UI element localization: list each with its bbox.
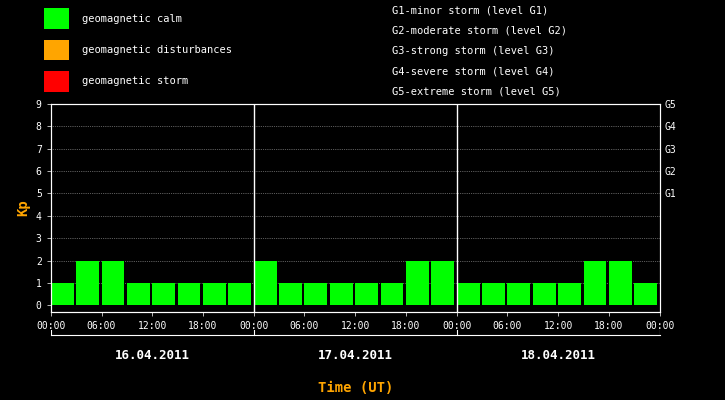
- Bar: [431, 260, 454, 305]
- Bar: [44, 40, 69, 60]
- Text: geomagnetic disturbances: geomagnetic disturbances: [82, 45, 232, 55]
- Bar: [304, 283, 327, 305]
- Bar: [76, 260, 99, 305]
- Bar: [533, 283, 555, 305]
- Bar: [584, 260, 606, 305]
- Bar: [254, 260, 276, 305]
- Text: G4-severe storm (level G4): G4-severe storm (level G4): [392, 66, 554, 76]
- Text: Time (UT): Time (UT): [318, 381, 393, 395]
- Bar: [228, 283, 251, 305]
- Text: G5-extreme storm (level G5): G5-extreme storm (level G5): [392, 86, 560, 96]
- Text: G2-moderate storm (level G2): G2-moderate storm (level G2): [392, 26, 566, 36]
- Bar: [178, 283, 200, 305]
- Bar: [102, 260, 124, 305]
- Bar: [558, 283, 581, 305]
- Y-axis label: Kp: Kp: [16, 200, 30, 216]
- Bar: [44, 71, 69, 92]
- Bar: [507, 283, 530, 305]
- Bar: [279, 283, 302, 305]
- Bar: [152, 283, 175, 305]
- Bar: [406, 260, 428, 305]
- Bar: [44, 8, 69, 29]
- Bar: [355, 283, 378, 305]
- Bar: [457, 283, 479, 305]
- Text: geomagnetic storm: geomagnetic storm: [82, 76, 188, 86]
- Bar: [634, 283, 657, 305]
- Bar: [51, 283, 74, 305]
- Bar: [203, 283, 225, 305]
- Text: G3-strong storm (level G3): G3-strong storm (level G3): [392, 46, 554, 56]
- Text: G1-minor storm (level G1): G1-minor storm (level G1): [392, 5, 548, 15]
- Text: geomagnetic calm: geomagnetic calm: [82, 14, 182, 24]
- Bar: [609, 260, 631, 305]
- Bar: [127, 283, 149, 305]
- Bar: [381, 283, 403, 305]
- Bar: [482, 283, 505, 305]
- Text: 18.04.2011: 18.04.2011: [521, 349, 596, 362]
- Text: 16.04.2011: 16.04.2011: [115, 349, 190, 362]
- Bar: [330, 283, 352, 305]
- Text: 17.04.2011: 17.04.2011: [318, 349, 393, 362]
